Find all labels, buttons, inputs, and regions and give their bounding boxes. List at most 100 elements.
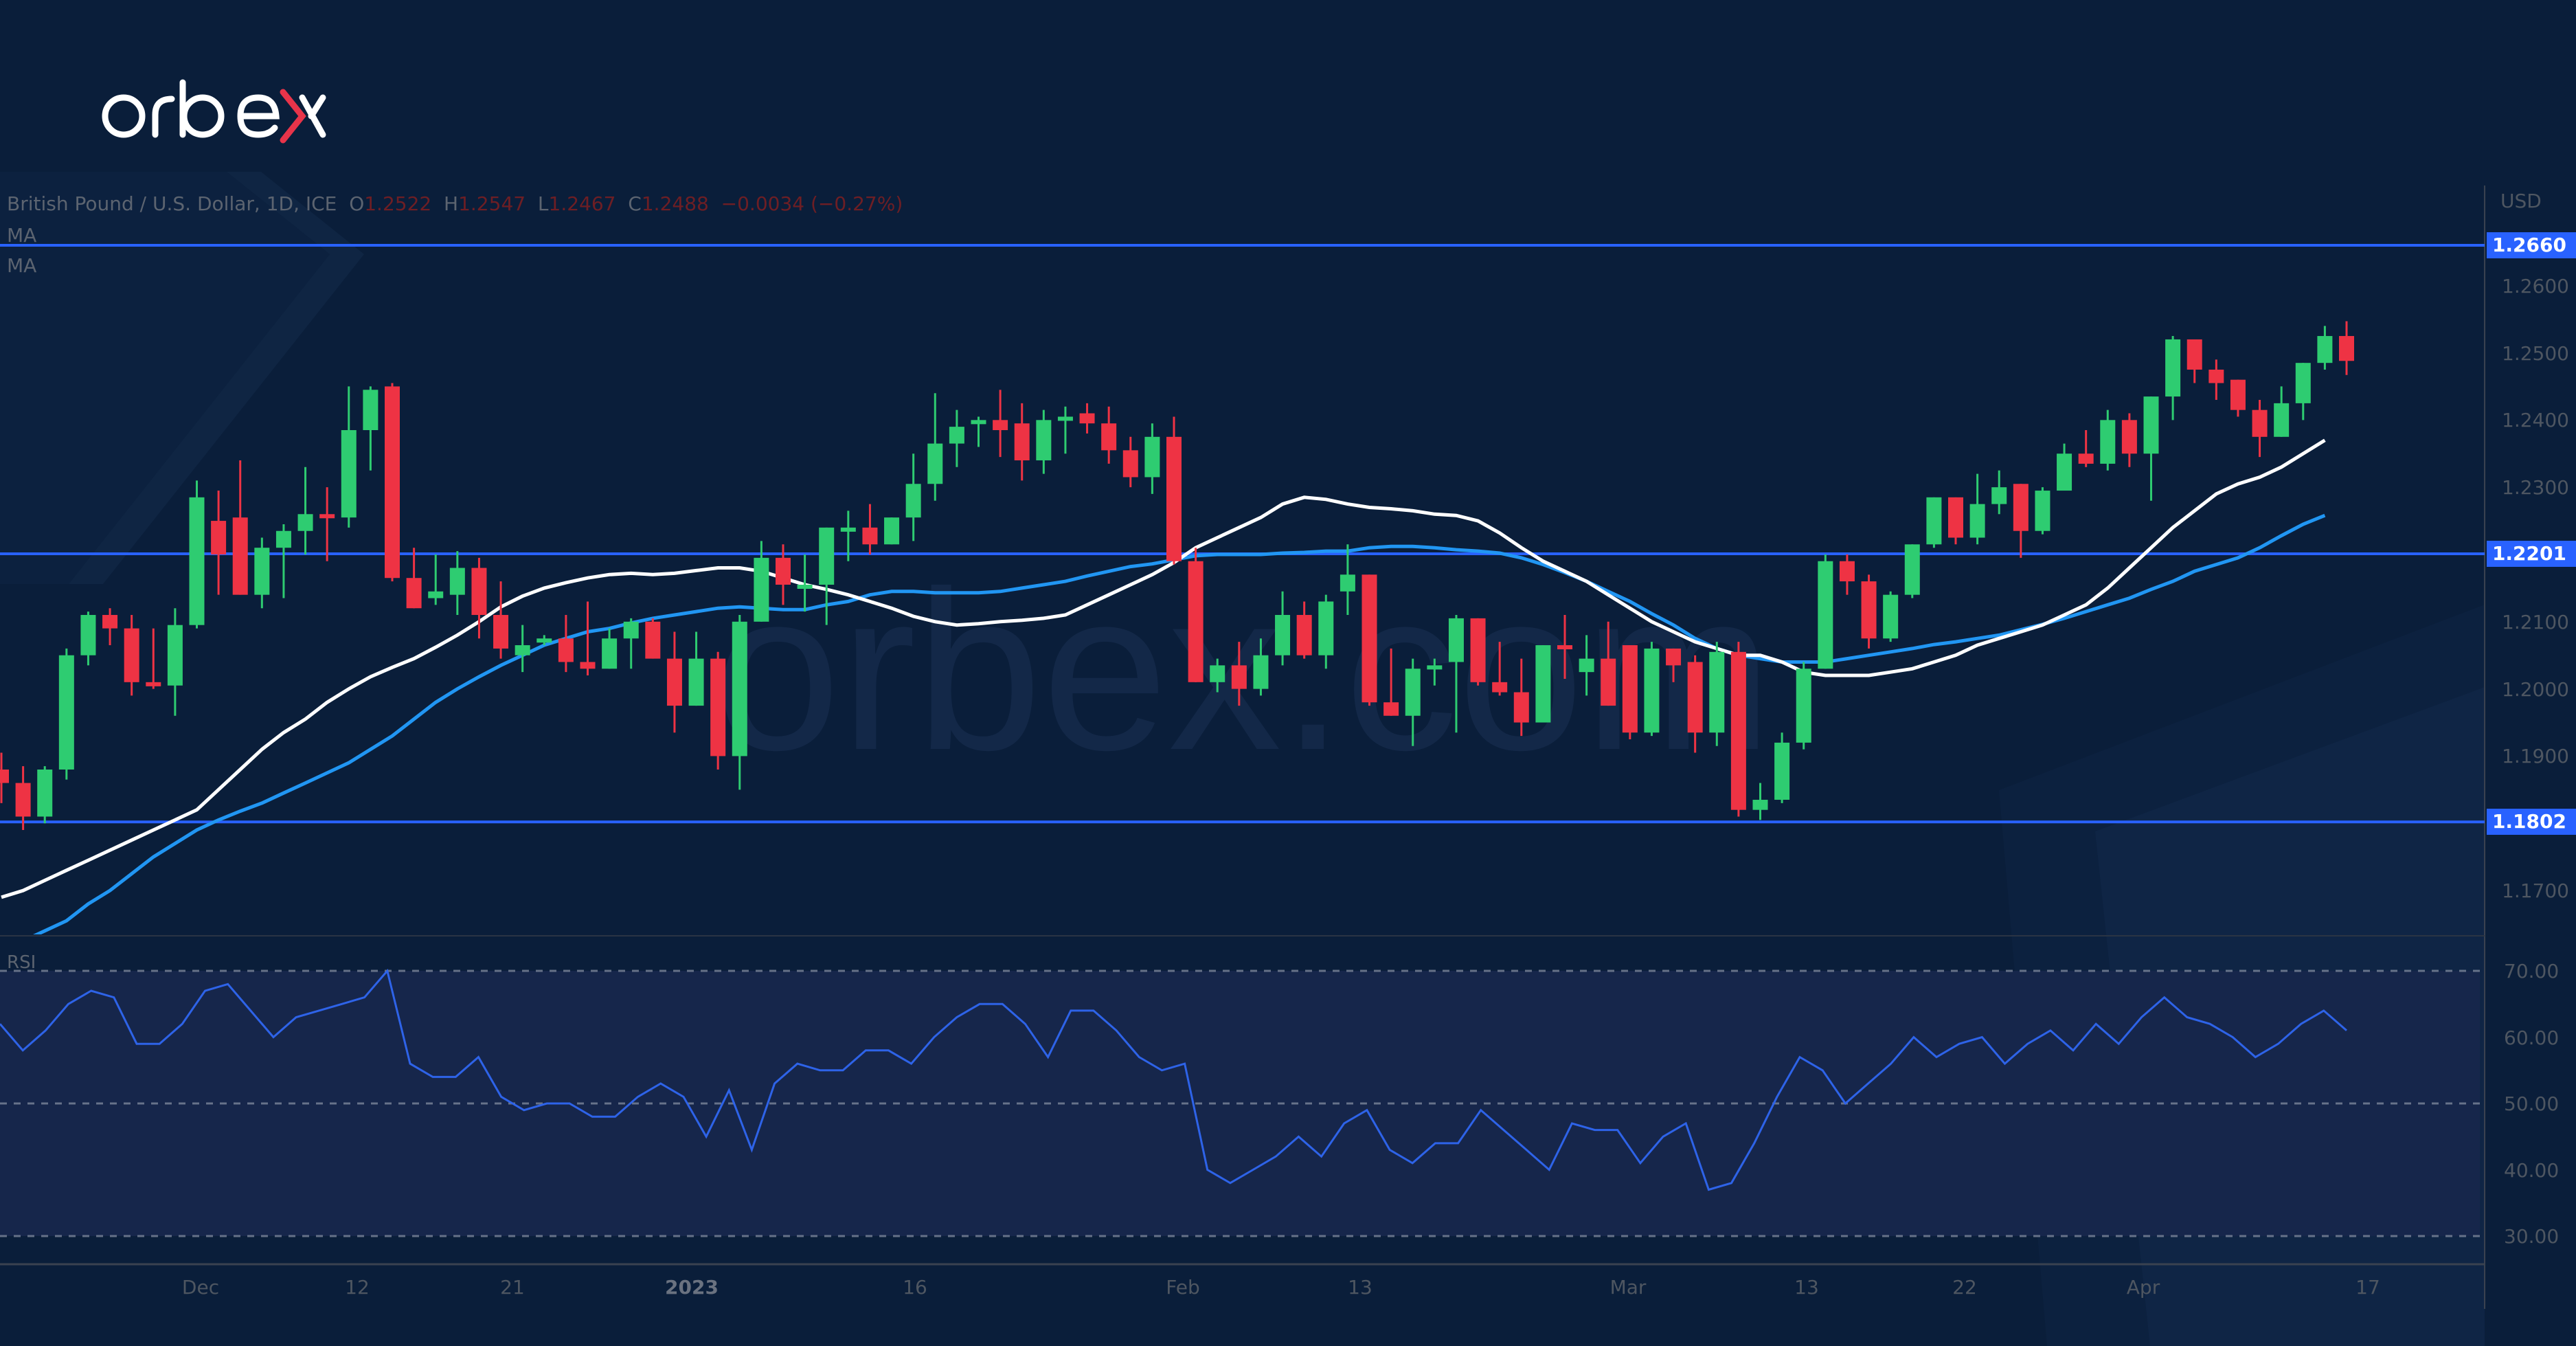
candle[interactable] — [2187, 339, 2202, 383]
candle[interactable] — [406, 548, 422, 609]
candle[interactable] — [2100, 410, 2116, 471]
candle[interactable] — [1861, 574, 1877, 649]
candle[interactable] — [1796, 662, 1811, 750]
ma-legend-1[interactable]: MA — [7, 224, 37, 247]
candle[interactable] — [102, 608, 118, 646]
candle[interactable] — [993, 390, 1008, 458]
candle[interactable] — [558, 615, 574, 673]
candle[interactable] — [1818, 554, 1833, 669]
candle[interactable] — [1210, 658, 1225, 693]
ma-legend-2[interactable]: MA — [7, 254, 37, 277]
candle[interactable] — [1687, 655, 1703, 753]
candle[interactable] — [2274, 386, 2290, 437]
candle[interactable] — [2165, 336, 2181, 420]
candle[interactable] — [493, 581, 509, 659]
candle[interactable] — [1036, 410, 1052, 474]
candle[interactable] — [471, 557, 487, 639]
candle[interactable] — [1579, 635, 1594, 696]
candle[interactable] — [1340, 544, 1355, 616]
candle[interactable] — [1122, 436, 1138, 488]
candle[interactable] — [254, 537, 270, 609]
candle[interactable] — [797, 554, 813, 612]
candle[interactable] — [710, 651, 726, 770]
candle[interactable] — [2121, 413, 2137, 467]
candle[interactable] — [1427, 658, 1443, 686]
candle[interactable] — [515, 625, 530, 673]
candle[interactable] — [363, 386, 379, 471]
candle[interactable] — [949, 410, 964, 467]
candle[interactable] — [1405, 658, 1421, 746]
candle[interactable] — [905, 453, 921, 541]
candle[interactable] — [2078, 430, 2094, 467]
candle[interactable] — [1774, 732, 1790, 803]
candle[interactable] — [37, 766, 53, 824]
candle[interactable] — [80, 612, 96, 666]
candle[interactable] — [2339, 321, 2354, 375]
candle[interactable] — [167, 608, 183, 716]
candle[interactable] — [2295, 363, 2311, 420]
candle[interactable] — [666, 631, 682, 733]
candle[interactable] — [2317, 326, 2333, 370]
candle[interactable] — [927, 393, 943, 501]
candle[interactable] — [449, 551, 465, 616]
candle[interactable] — [1926, 497, 1942, 548]
candle[interactable] — [732, 615, 747, 790]
candle[interactable] — [1644, 642, 1660, 737]
candle[interactable] — [232, 460, 248, 595]
candle[interactable] — [1166, 416, 1182, 565]
candle[interactable] — [1275, 591, 1291, 666]
candle[interactable] — [1709, 642, 1725, 746]
candle[interactable] — [688, 631, 704, 706]
candle[interactable] — [1101, 406, 1117, 464]
candle[interactable] — [58, 648, 74, 780]
candle[interactable] — [1253, 638, 1269, 696]
candle[interactable] — [1904, 544, 1920, 598]
candle[interactable] — [1513, 658, 1529, 737]
candle[interactable] — [1948, 497, 1963, 545]
candle[interactable] — [124, 615, 139, 696]
candle[interactable] — [840, 511, 856, 561]
candle[interactable] — [536, 635, 552, 646]
candle[interactable] — [428, 554, 444, 605]
candle[interactable] — [297, 467, 313, 554]
candle[interactable] — [146, 628, 161, 689]
candle[interactable] — [1730, 642, 1746, 817]
candle[interactable] — [645, 618, 661, 659]
candle[interactable] — [1318, 594, 1334, 669]
candle[interactable] — [2230, 379, 2246, 417]
candle[interactable] — [0, 752, 9, 803]
candle[interactable] — [1991, 470, 2007, 515]
candle[interactable] — [1535, 645, 1551, 723]
candle[interactable] — [1079, 403, 1095, 434]
candle[interactable] — [1666, 648, 1682, 682]
candle[interactable] — [1296, 601, 1312, 659]
candle[interactable] — [1492, 642, 1508, 696]
candle[interactable] — [1883, 591, 1899, 642]
candle[interactable] — [1057, 406, 1073, 454]
candle[interactable] — [862, 504, 878, 554]
candle[interactable] — [189, 480, 205, 629]
candle[interactable] — [2057, 443, 2072, 491]
candle[interactable] — [319, 487, 335, 561]
candle[interactable] — [1557, 615, 1572, 679]
candle[interactable] — [884, 517, 900, 545]
candle[interactable] — [602, 628, 618, 669]
candle[interactable] — [819, 527, 835, 625]
candle[interactable] — [1144, 423, 1160, 494]
candle[interactable] — [1752, 783, 1768, 820]
candle[interactable] — [1362, 574, 1377, 706]
candle[interactable] — [2252, 399, 2268, 458]
candle[interactable] — [776, 544, 791, 605]
candle[interactable] — [623, 618, 639, 669]
candle[interactable] — [385, 383, 400, 582]
candle[interactable] — [1014, 403, 1030, 481]
candle[interactable] — [2035, 487, 2050, 535]
candle[interactable] — [1839, 554, 1855, 595]
candle[interactable] — [1448, 615, 1464, 733]
candle[interactable] — [1188, 548, 1204, 682]
candle[interactable] — [1622, 645, 1638, 739]
candle[interactable] — [1601, 621, 1616, 706]
candle[interactable] — [1231, 642, 1247, 706]
rsi-legend[interactable]: RSI — [7, 952, 36, 973]
